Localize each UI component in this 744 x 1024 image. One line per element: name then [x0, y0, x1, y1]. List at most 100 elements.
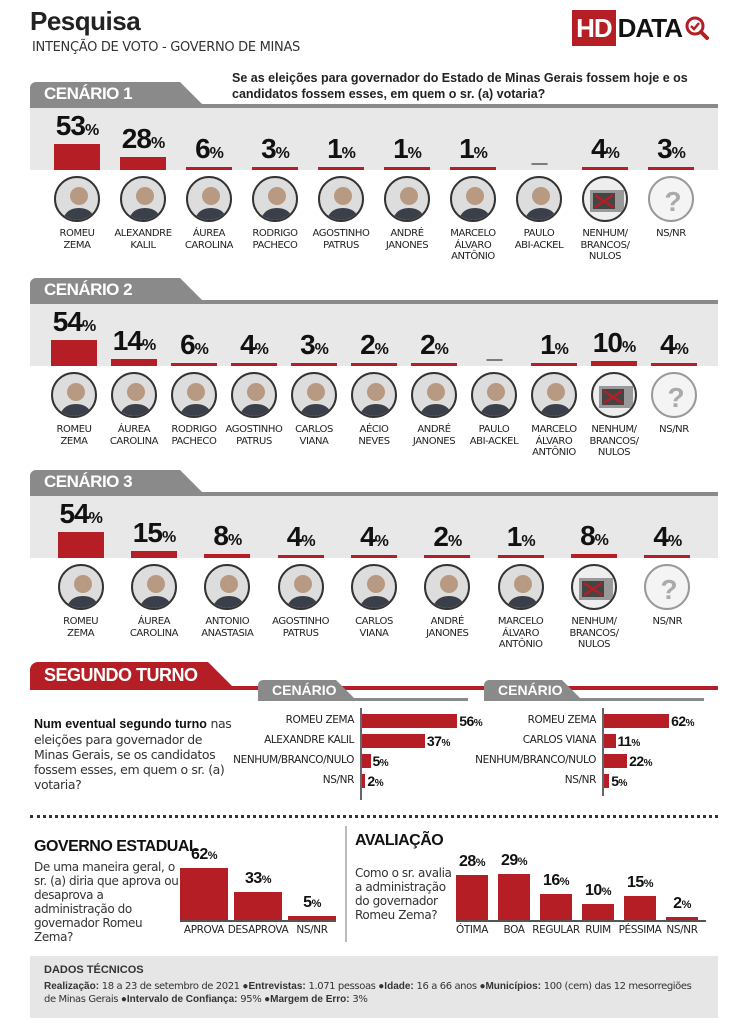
percent-sign: % [671, 145, 686, 162]
percent-value: 28 [121, 122, 152, 154]
ballot-box-icon [582, 176, 628, 222]
percent-value: 54 [59, 498, 89, 529]
hbar-label: ALEXANDRE KALIL [264, 734, 354, 746]
vote-bar [351, 555, 397, 558]
candidate-photo-icon [131, 564, 177, 610]
candidate-name-line: JANONES [426, 627, 469, 639]
vote-bar [424, 555, 471, 558]
candidate-name-line: MARCELO [450, 228, 496, 239]
percent-sign: % [84, 122, 99, 140]
candidate-name: ANDRÉ JANONES [407, 616, 487, 639]
aval-label: RUIM [585, 924, 611, 936]
candidate-name-line: AÉCIO [359, 424, 389, 435]
hbar-number: 62 [671, 713, 686, 729]
candidate-photo-icon [186, 176, 232, 222]
vote-bar [318, 167, 364, 170]
hbar-value: 62% [671, 713, 695, 729]
candidate-photo-icon [204, 564, 251, 610]
hbar-sign: % [441, 738, 450, 749]
scenario-rule [30, 492, 718, 496]
axis-line [602, 708, 604, 796]
candidate-name-line: CAROLINA [184, 239, 234, 251]
candidate-photo-icon [51, 372, 97, 418]
gov-bar [288, 915, 336, 920]
candidate-name-line: RODRIGO [252, 228, 298, 239]
percent-sign: % [81, 318, 96, 335]
vote-bar [571, 554, 617, 558]
vote-bar [120, 156, 166, 170]
vote-bar [582, 167, 628, 170]
technical-data: DADOS TÉCNICOS Realização: 18 a 23 de se… [30, 956, 718, 1018]
aval-bar [624, 896, 656, 920]
percent-sign: % [621, 339, 636, 357]
percent-value: 3 [261, 133, 277, 164]
gov-bar [234, 892, 282, 920]
gov-value: 5% [282, 894, 342, 912]
hbar-number: 5 [372, 753, 381, 769]
candidate-photo-icon [111, 372, 157, 418]
percent-value: 4 [660, 329, 676, 360]
gov-label: DESAPROVA [227, 924, 289, 936]
header: Pesquisa INTENÇÃO DE VOTO - GOVERNO DE M… [30, 6, 710, 60]
percent-label: 3% [279, 331, 349, 359]
hbar [362, 774, 366, 788]
candidate-name: ANTONIO ANASTASIA [187, 616, 267, 639]
scenario-panel [30, 304, 718, 366]
percent-label: 1% [486, 523, 556, 551]
gov-title: GOVERNO ESTADUAL [34, 838, 199, 855]
hbar-sign: % [685, 718, 695, 729]
percent-value: 1 [506, 521, 523, 552]
candidate-photo-icon [318, 176, 364, 222]
percent-sign: % [209, 145, 224, 162]
hbar-number: 22 [629, 753, 644, 769]
section-separator [345, 826, 347, 942]
percent-sign: % [150, 134, 165, 152]
hbar-label: NENHUM/BRANCO/NULO [233, 754, 354, 766]
hbar [362, 734, 425, 748]
candidate-name-line: ÁLVARO [502, 627, 540, 639]
percent-sign: % [448, 533, 462, 550]
vote-bar [54, 144, 100, 170]
percent-value: 1 [459, 133, 475, 164]
percent-sign: % [674, 341, 689, 358]
aval-bar [540, 894, 572, 920]
aval-value: 28% [450, 853, 494, 871]
gov-question: De uma maneira geral, o sr. (a) diria qu… [34, 860, 179, 944]
candidate-name: MARCELO ÁLVARO ANTÔNIO [433, 228, 513, 263]
candidate-name: ÁUREA CAROLINA [94, 424, 174, 447]
candidate-name: RODRIGO PACHECO [154, 424, 234, 447]
aval-label: PÉSSIMA [618, 924, 662, 936]
hbar-value: 5% [611, 773, 627, 789]
candidate-name-line: ANTÔNIO [451, 251, 495, 262]
candidate-name-line: ROMEU [63, 616, 99, 627]
candidate-name-line: PATRUS [236, 435, 272, 447]
percent-sign: % [473, 145, 488, 162]
hbar [604, 774, 610, 788]
percent-label: 15% [119, 518, 189, 547]
candidate-name-line: AGOSTINHO [225, 424, 283, 435]
candidate-name: NENHUM/BRANCOS/NULOS [574, 424, 654, 459]
candidate-name-line: JANONES [385, 239, 429, 251]
svg-text:?: ? [664, 186, 681, 217]
gov-label: APROVA [183, 924, 225, 936]
candidate-name: AÉCIO NEVES [334, 424, 414, 447]
hbar [362, 754, 371, 768]
gov-number: 5 [303, 893, 312, 911]
hbar-value: 37% [427, 733, 451, 749]
gov-value: 33% [228, 870, 288, 888]
candidate-name: AGOSTINHO PATRUS [261, 616, 341, 639]
aval-value: 2% [660, 895, 704, 913]
aval-question: Como o sr. avalia a administração do gov… [355, 866, 452, 922]
percent-label: 1% [372, 135, 442, 163]
gov-bar [180, 867, 228, 920]
candidate-name-line: NS/NR [652, 616, 683, 627]
candidate-photo-icon [277, 564, 324, 610]
candidate-name-line: ABI-ACKEL [514, 239, 564, 251]
svg-text:?: ? [661, 574, 678, 605]
hbar-sign: % [631, 738, 640, 749]
candidate-photo-icon [351, 372, 397, 418]
candidate-photo-icon [171, 372, 217, 418]
percent-label: 8% [192, 522, 262, 550]
percent-value: 3 [300, 329, 316, 360]
percent-sign: % [341, 145, 356, 162]
